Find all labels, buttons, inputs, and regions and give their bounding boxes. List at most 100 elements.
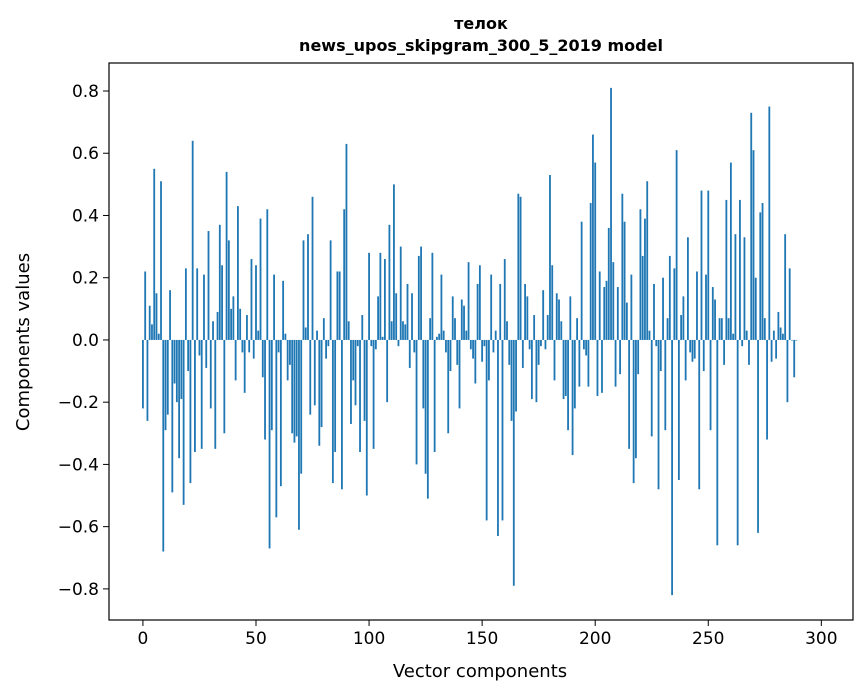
bar-56 bbox=[268, 339, 271, 549]
bar-183 bbox=[555, 293, 558, 340]
y-tick-label-4: 0.0 bbox=[72, 331, 99, 351]
bar-3 bbox=[148, 305, 151, 340]
bar-263 bbox=[736, 339, 739, 546]
bar-109 bbox=[388, 224, 391, 340]
bar-209 bbox=[614, 339, 617, 387]
bar-171 bbox=[528, 339, 531, 350]
x-axis-ticks: 0 50 100 150 200 250 300 bbox=[138, 620, 838, 649]
bar-272 bbox=[757, 339, 759, 533]
bar-212 bbox=[621, 193, 624, 340]
bar-132 bbox=[440, 274, 443, 340]
bar-182 bbox=[553, 339, 556, 381]
bar-219 bbox=[637, 339, 640, 375]
bar-5 bbox=[153, 168, 156, 340]
bar-15 bbox=[175, 339, 178, 403]
bar-172 bbox=[530, 339, 533, 400]
bar-157 bbox=[497, 339, 499, 536]
bar-224 bbox=[648, 330, 651, 340]
bar-173 bbox=[533, 315, 536, 340]
bar-114 bbox=[399, 246, 402, 340]
bar-33 bbox=[216, 311, 219, 340]
bar-198 bbox=[589, 203, 592, 340]
bar-275 bbox=[763, 318, 766, 340]
bar-220 bbox=[639, 209, 642, 340]
bar-235 bbox=[673, 268, 676, 340]
bar-231 bbox=[664, 339, 667, 431]
bar-138 bbox=[454, 318, 456, 340]
bar-87 bbox=[338, 271, 341, 340]
bar-0 bbox=[142, 339, 144, 409]
bar-226 bbox=[653, 283, 655, 340]
bar-80 bbox=[322, 318, 325, 340]
bar-76 bbox=[313, 339, 316, 406]
bar-85 bbox=[334, 339, 337, 452]
bar-222 bbox=[644, 218, 646, 340]
bar-269 bbox=[750, 112, 753, 340]
bar-101 bbox=[370, 339, 373, 347]
y-axis-label: Components values bbox=[13, 253, 34, 431]
bar-88 bbox=[341, 339, 343, 490]
bar-52 bbox=[259, 218, 262, 340]
bar-69 bbox=[298, 339, 300, 530]
bar-45 bbox=[243, 339, 246, 393]
bar-6 bbox=[155, 293, 158, 340]
bar-19 bbox=[184, 268, 187, 340]
bar-28 bbox=[205, 339, 208, 368]
bar-97 bbox=[361, 315, 364, 340]
bar-234 bbox=[671, 339, 673, 596]
bar-197 bbox=[587, 339, 590, 387]
bar-66 bbox=[291, 339, 294, 434]
bar-188 bbox=[567, 339, 569, 431]
bar-141 bbox=[460, 299, 463, 340]
bar-78 bbox=[318, 339, 321, 446]
bar-211 bbox=[619, 339, 621, 375]
bar-29 bbox=[207, 231, 210, 340]
bar-248 bbox=[702, 339, 705, 372]
bar-189 bbox=[569, 296, 572, 340]
bar-32 bbox=[214, 339, 217, 449]
bar-154 bbox=[490, 274, 493, 340]
y-tick-label-2: −0.4 bbox=[58, 455, 99, 475]
bar-261 bbox=[732, 333, 735, 340]
bar-42 bbox=[237, 206, 239, 340]
bar-62 bbox=[282, 280, 285, 340]
bar-36 bbox=[223, 339, 226, 434]
bar-112 bbox=[395, 293, 398, 340]
bar-151 bbox=[483, 339, 486, 347]
bar-210 bbox=[616, 287, 619, 340]
bar-168 bbox=[521, 339, 524, 368]
bar-7 bbox=[157, 333, 160, 340]
bar-128 bbox=[431, 252, 434, 340]
bar-44 bbox=[241, 339, 244, 353]
bar-65 bbox=[289, 339, 291, 365]
bar-265 bbox=[741, 339, 744, 347]
bar-285 bbox=[786, 339, 789, 403]
bar-series bbox=[142, 87, 798, 596]
bar-139 bbox=[456, 339, 459, 365]
bar-159 bbox=[501, 339, 504, 521]
bar-8 bbox=[160, 181, 162, 340]
bar-11 bbox=[166, 339, 169, 415]
bar-155 bbox=[492, 339, 495, 353]
bar-142 bbox=[463, 305, 465, 340]
bar-116 bbox=[404, 324, 407, 340]
bar-55 bbox=[266, 209, 269, 340]
bar-61 bbox=[279, 339, 282, 487]
bar-143 bbox=[465, 330, 468, 340]
x-tick-label-200: 200 bbox=[579, 629, 611, 649]
bar-286 bbox=[788, 268, 791, 340]
bar-284 bbox=[784, 234, 787, 340]
bar-100 bbox=[368, 252, 370, 340]
bar-38 bbox=[227, 240, 230, 340]
bar-81 bbox=[325, 339, 327, 359]
bar-119 bbox=[411, 293, 413, 340]
bar-18 bbox=[182, 339, 185, 505]
bar-199 bbox=[592, 134, 594, 340]
bar-72 bbox=[304, 327, 307, 340]
bar-177 bbox=[542, 290, 545, 340]
bar-277 bbox=[768, 106, 771, 340]
bar-241 bbox=[687, 237, 689, 340]
y-tick-label-7: 0.6 bbox=[72, 144, 99, 164]
bar-252 bbox=[711, 287, 714, 340]
bar-257 bbox=[723, 339, 726, 365]
